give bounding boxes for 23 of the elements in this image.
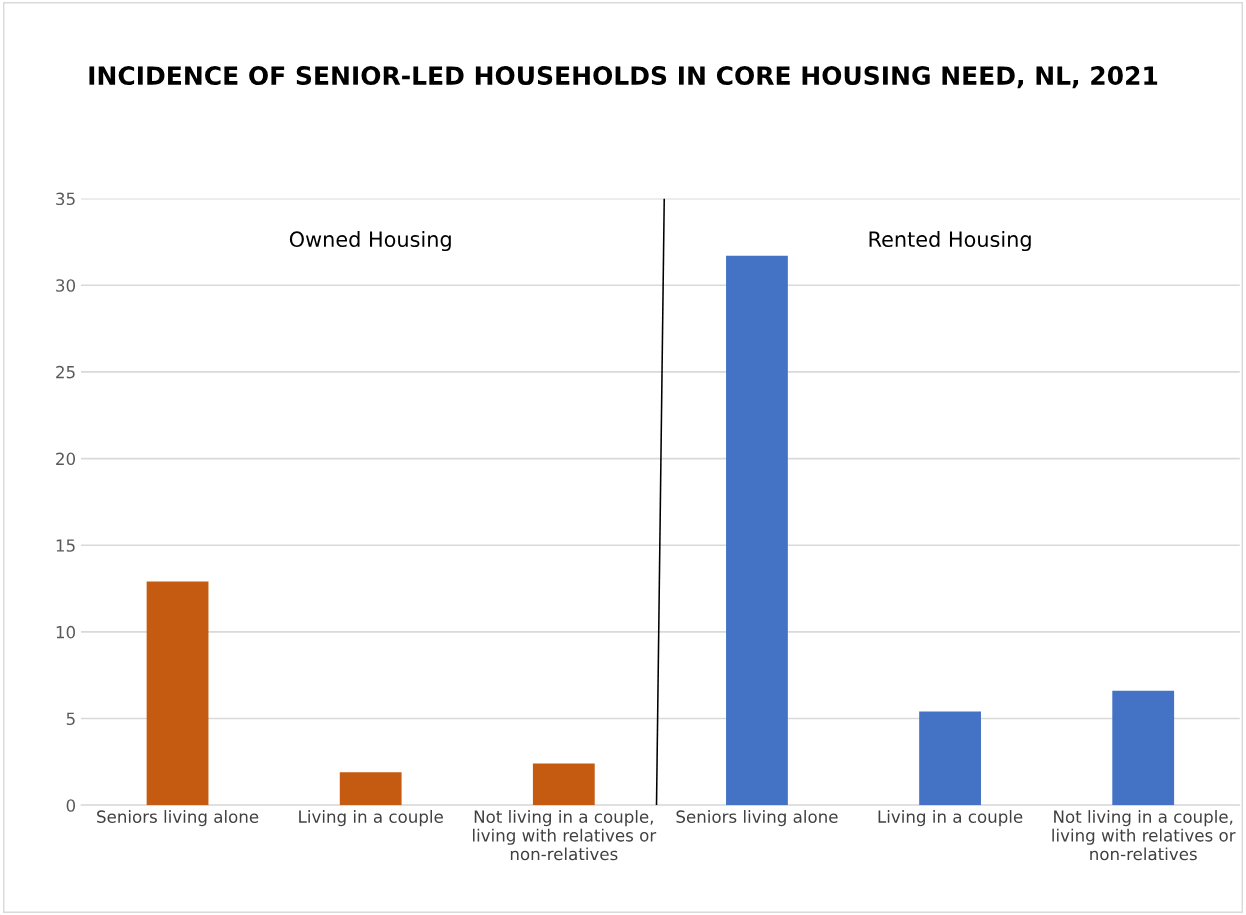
y-tick-label: 0 [66, 799, 76, 812]
bar [1112, 690, 1175, 806]
bar [726, 255, 788, 806]
x-tick-label: Seniors living alone [676, 810, 838, 827]
chart-title: INCIDENCE OF SENIOR-LED HOUSEHOLDS IN CORE HOUSING NEED, NL, 2021 [89, 66, 1158, 89]
bar [146, 581, 209, 806]
x-tick-label: Living in a couple [878, 810, 1023, 827]
bar [919, 711, 981, 806]
y-tick-label: 20 [56, 452, 76, 466]
annotation: Owned Housing [289, 230, 451, 252]
y-tick-label: 5 [66, 712, 75, 726]
x-tick-label: Not living in a couple, living with relatives or non-relatives [473, 810, 657, 861]
y-tick-label: 25 [56, 365, 75, 379]
y-tick-label: 10 [56, 625, 76, 639]
x-tick-label: Living in a couple [299, 810, 443, 827]
y-tick-label: 30 [56, 279, 76, 292]
bar [339, 772, 402, 806]
x-tick-label: Not living in a couple, living with relatives or non-relatives [1052, 810, 1236, 861]
annotation: Rented Housing [869, 230, 1031, 252]
bar [532, 763, 595, 806]
x-tick-label: Seniors living alone [97, 810, 259, 827]
y-tick-label: 15 [56, 539, 75, 552]
y-tick-label: 35 [56, 192, 75, 206]
